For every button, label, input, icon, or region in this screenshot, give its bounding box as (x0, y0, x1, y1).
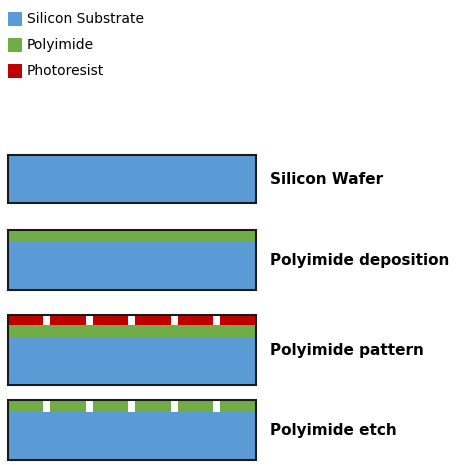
Text: Polyimide pattern: Polyimide pattern (270, 343, 424, 358)
Bar (8, 337, 256, 385)
Bar (8, 400, 256, 460)
Bar (8, 230, 256, 242)
Text: Polyimide: Polyimide (27, 38, 94, 52)
Bar (8, 400, 44, 412)
Bar (136, 400, 171, 412)
Bar (8, 412, 256, 460)
Bar (8, 155, 256, 203)
Text: Silicon Substrate: Silicon Substrate (27, 12, 144, 26)
Text: Polyimide etch: Polyimide etch (270, 423, 397, 438)
Bar (220, 315, 256, 325)
Bar (8, 64, 22, 78)
Bar (8, 315, 44, 325)
Bar (220, 400, 256, 412)
Bar (8, 242, 256, 290)
Bar (51, 400, 86, 412)
Bar (178, 400, 213, 412)
Bar (8, 12, 22, 26)
Bar (8, 38, 22, 52)
Bar (8, 155, 256, 203)
Bar (51, 315, 86, 325)
Bar (178, 315, 213, 325)
Text: Photoresist: Photoresist (27, 64, 104, 78)
Bar (93, 315, 128, 325)
Bar (8, 230, 256, 290)
Bar (136, 315, 171, 325)
Text: Polyimide deposition: Polyimide deposition (270, 252, 449, 267)
Bar (8, 325, 256, 337)
Bar (93, 400, 128, 412)
Bar (8, 315, 256, 385)
Text: Silicon Wafer: Silicon Wafer (270, 172, 383, 186)
